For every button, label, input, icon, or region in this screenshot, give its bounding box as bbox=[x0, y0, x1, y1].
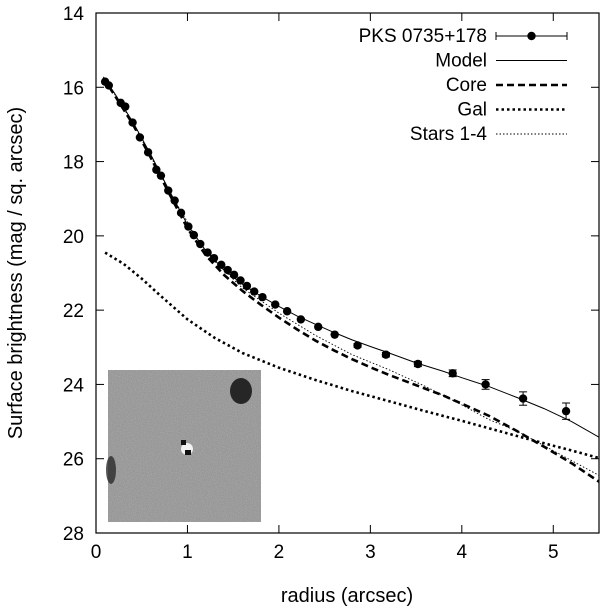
data-point bbox=[296, 315, 306, 324]
data-point bbox=[209, 253, 219, 263]
data-point bbox=[104, 81, 114, 90]
y-tick-label: 20 bbox=[63, 227, 84, 248]
data-point bbox=[184, 222, 193, 231]
x-tick-label: 4 bbox=[457, 542, 468, 563]
data-point bbox=[189, 230, 199, 240]
data-point bbox=[229, 270, 239, 280]
y-tick-label: 24 bbox=[63, 375, 85, 396]
legend-swatch-marker bbox=[527, 31, 536, 41]
legend-label: Core bbox=[446, 75, 487, 96]
series-line-stars-1-4 bbox=[104, 78, 599, 476]
x-tick-label: 5 bbox=[548, 542, 559, 563]
data-point bbox=[156, 171, 166, 180]
data-point bbox=[223, 265, 232, 275]
data-point bbox=[330, 330, 339, 339]
data-point bbox=[250, 287, 259, 296]
data-point bbox=[128, 118, 137, 127]
legend-label: PKS 0735+178 bbox=[359, 26, 487, 47]
data-point bbox=[203, 248, 212, 257]
inset-dark-blob bbox=[230, 378, 252, 404]
data-point bbox=[561, 406, 571, 416]
data-point bbox=[381, 350, 391, 359]
legend-label: Gal bbox=[457, 100, 487, 121]
y-axis-label: Surface brightness (mag / sq. arcsec) bbox=[5, 107, 27, 439]
data-point bbox=[121, 102, 130, 111]
data-point bbox=[518, 394, 528, 403]
x-tick-label: 0 bbox=[91, 542, 102, 563]
data-point bbox=[143, 148, 153, 157]
data-point bbox=[242, 281, 252, 291]
y-tick-label: 26 bbox=[63, 450, 84, 471]
x-tick-label: 2 bbox=[274, 542, 285, 563]
series-line-gal bbox=[104, 251, 599, 460]
plot-frame bbox=[95, 12, 600, 534]
y-tick-label: 16 bbox=[63, 78, 84, 99]
data-points bbox=[100, 77, 571, 420]
y-tick-label: 28 bbox=[63, 524, 84, 545]
data-point bbox=[413, 359, 423, 369]
legend-label: Model bbox=[435, 51, 487, 72]
x-axis-label: radius (arcsec) bbox=[281, 585, 413, 607]
data-point bbox=[196, 239, 205, 249]
data-point bbox=[314, 322, 323, 332]
data-point bbox=[271, 300, 280, 309]
data-point bbox=[176, 208, 186, 218]
data-point bbox=[258, 292, 267, 302]
data-point bbox=[217, 260, 226, 270]
axis-ticks: 0 1 2 3 4 5 14 16 18 20 22 24 26 28 bbox=[63, 4, 599, 563]
data-point bbox=[135, 133, 145, 142]
data-point bbox=[164, 186, 173, 195]
inset-residual-image bbox=[106, 370, 261, 522]
y-tick-label: 22 bbox=[63, 301, 84, 322]
x-tick-label: 1 bbox=[182, 542, 193, 563]
y-tick-label: 14 bbox=[63, 4, 85, 25]
data-point bbox=[152, 165, 161, 174]
legend: PKS 0735+178 Model Core Gal Stars 1-4 bbox=[359, 26, 568, 145]
legend-label: Stars 1-4 bbox=[410, 124, 488, 145]
y-tick-label: 18 bbox=[63, 153, 84, 174]
data-point bbox=[481, 380, 490, 389]
data-point bbox=[282, 307, 292, 316]
data-point bbox=[448, 369, 457, 378]
data-point bbox=[353, 341, 362, 350]
x-tick-label: 3 bbox=[365, 542, 376, 563]
data-point bbox=[170, 196, 179, 205]
data-point bbox=[236, 276, 245, 285]
